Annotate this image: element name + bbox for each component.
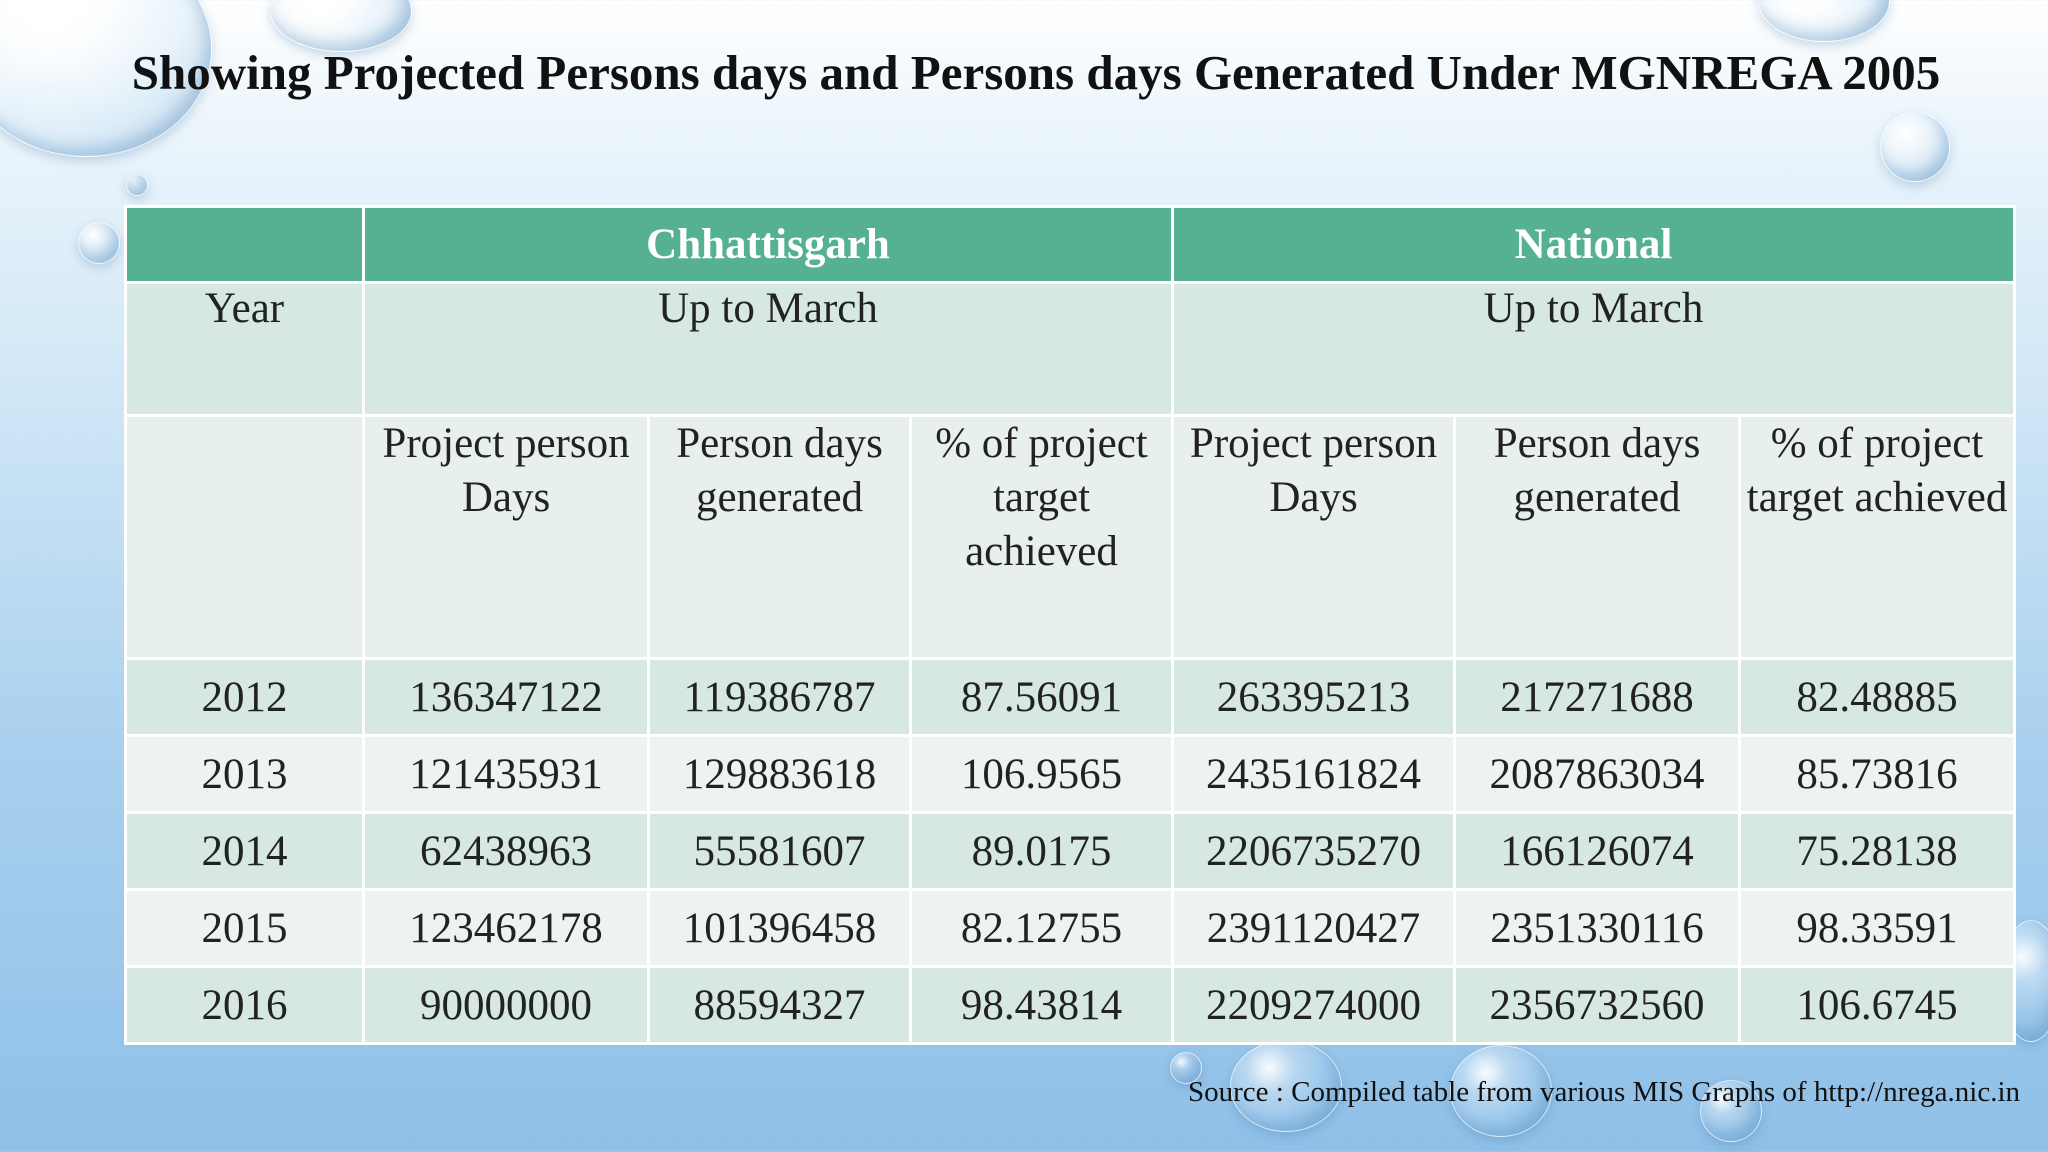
group-header-national: National bbox=[1171, 205, 2016, 284]
year-cell: 2016 bbox=[124, 965, 365, 1045]
column-header-blank bbox=[124, 414, 365, 660]
data-cell: 75.28138 bbox=[1738, 811, 2016, 891]
table-row: 2012 136347122 119386787 87.56091 263395… bbox=[124, 657, 2016, 737]
water-droplet-decoration bbox=[78, 222, 120, 264]
data-cell: 2206735270 bbox=[1171, 811, 1456, 891]
data-cell: 106.9565 bbox=[909, 734, 1174, 814]
column-header: Person days generated bbox=[1453, 414, 1741, 660]
table-row: 2015 123462178 101396458 82.12755 239112… bbox=[124, 888, 2016, 968]
data-cell: 2356732560 bbox=[1453, 965, 1741, 1045]
data-cell: 90000000 bbox=[362, 965, 650, 1045]
column-header: Project person Days bbox=[362, 414, 650, 660]
data-cell: 2087863034 bbox=[1453, 734, 1741, 814]
year-cell: 2014 bbox=[124, 811, 365, 891]
water-droplet-decoration bbox=[1170, 1052, 1202, 1084]
year-cell: 2012 bbox=[124, 657, 365, 737]
column-header: Person days generated bbox=[647, 414, 912, 660]
water-droplet-decoration bbox=[1700, 1080, 1762, 1142]
data-cell: 87.56091 bbox=[909, 657, 1174, 737]
data-cell: 123462178 bbox=[362, 888, 650, 968]
year-cell: 2015 bbox=[124, 888, 365, 968]
group-header-row: Chhattisgarh National bbox=[124, 205, 2016, 284]
data-cell: 98.33591 bbox=[1738, 888, 2016, 968]
data-cell: 82.48885 bbox=[1738, 657, 2016, 737]
data-cell: 2351330116 bbox=[1453, 888, 1741, 968]
column-header: Project person Days bbox=[1171, 414, 1456, 660]
table-row: 2013 121435931 129883618 106.9565 243516… bbox=[124, 734, 2016, 814]
page-title: Showing Projected Persons days and Perso… bbox=[131, 45, 1941, 100]
mgnrega-table: Chhattisgarh National Year Up to March U… bbox=[124, 205, 2016, 1045]
water-droplet-decoration bbox=[1758, 0, 1890, 42]
data-cell: 129883618 bbox=[647, 734, 912, 814]
data-cell: 101396458 bbox=[647, 888, 912, 968]
data-cell: 98.43814 bbox=[909, 965, 1174, 1045]
year-label: Year bbox=[124, 281, 365, 417]
water-droplet-decoration bbox=[126, 174, 148, 196]
data-cell: 55581607 bbox=[647, 811, 912, 891]
data-cell: 2209274000 bbox=[1171, 965, 1456, 1045]
header-blank-cell bbox=[124, 205, 365, 284]
data-cell: 85.73816 bbox=[1738, 734, 2016, 814]
column-header: % of project target achieved bbox=[1738, 414, 2016, 660]
data-cell: 88594327 bbox=[647, 965, 912, 1045]
water-droplet-decoration bbox=[1230, 1040, 1342, 1132]
column-header-row: Project person Days Person days generate… bbox=[124, 414, 2016, 660]
data-cell: 2391120427 bbox=[1171, 888, 1456, 968]
table-row: 2014 62438963 55581607 89.0175 220673527… bbox=[124, 811, 2016, 891]
table-row: 2016 90000000 88594327 98.43814 22092740… bbox=[124, 965, 2016, 1045]
data-cell: 136347122 bbox=[362, 657, 650, 737]
water-droplet-decoration bbox=[1880, 112, 1950, 182]
data-cell: 2435161824 bbox=[1171, 734, 1456, 814]
data-cell: 121435931 bbox=[362, 734, 650, 814]
source-note: Source : Compiled table from various MIS… bbox=[1188, 1076, 2020, 1108]
period-label-national: Up to March bbox=[1171, 281, 2016, 417]
period-row: Year Up to March Up to March bbox=[124, 281, 2016, 417]
data-cell: 106.6745 bbox=[1738, 965, 2016, 1045]
data-cell: 82.12755 bbox=[909, 888, 1174, 968]
water-droplet-decoration bbox=[1450, 1045, 1552, 1137]
period-label-chhattisgarh: Up to March bbox=[362, 281, 1174, 417]
data-cell: 89.0175 bbox=[909, 811, 1174, 891]
data-cell: 263395213 bbox=[1171, 657, 1456, 737]
data-cell: 62438963 bbox=[362, 811, 650, 891]
data-cell: 119386787 bbox=[647, 657, 912, 737]
data-cell: 217271688 bbox=[1453, 657, 1741, 737]
data-cell: 166126074 bbox=[1453, 811, 1741, 891]
column-header: % of project target achieved bbox=[909, 414, 1174, 660]
year-cell: 2013 bbox=[124, 734, 365, 814]
group-header-chhattisgarh: Chhattisgarh bbox=[362, 205, 1174, 284]
